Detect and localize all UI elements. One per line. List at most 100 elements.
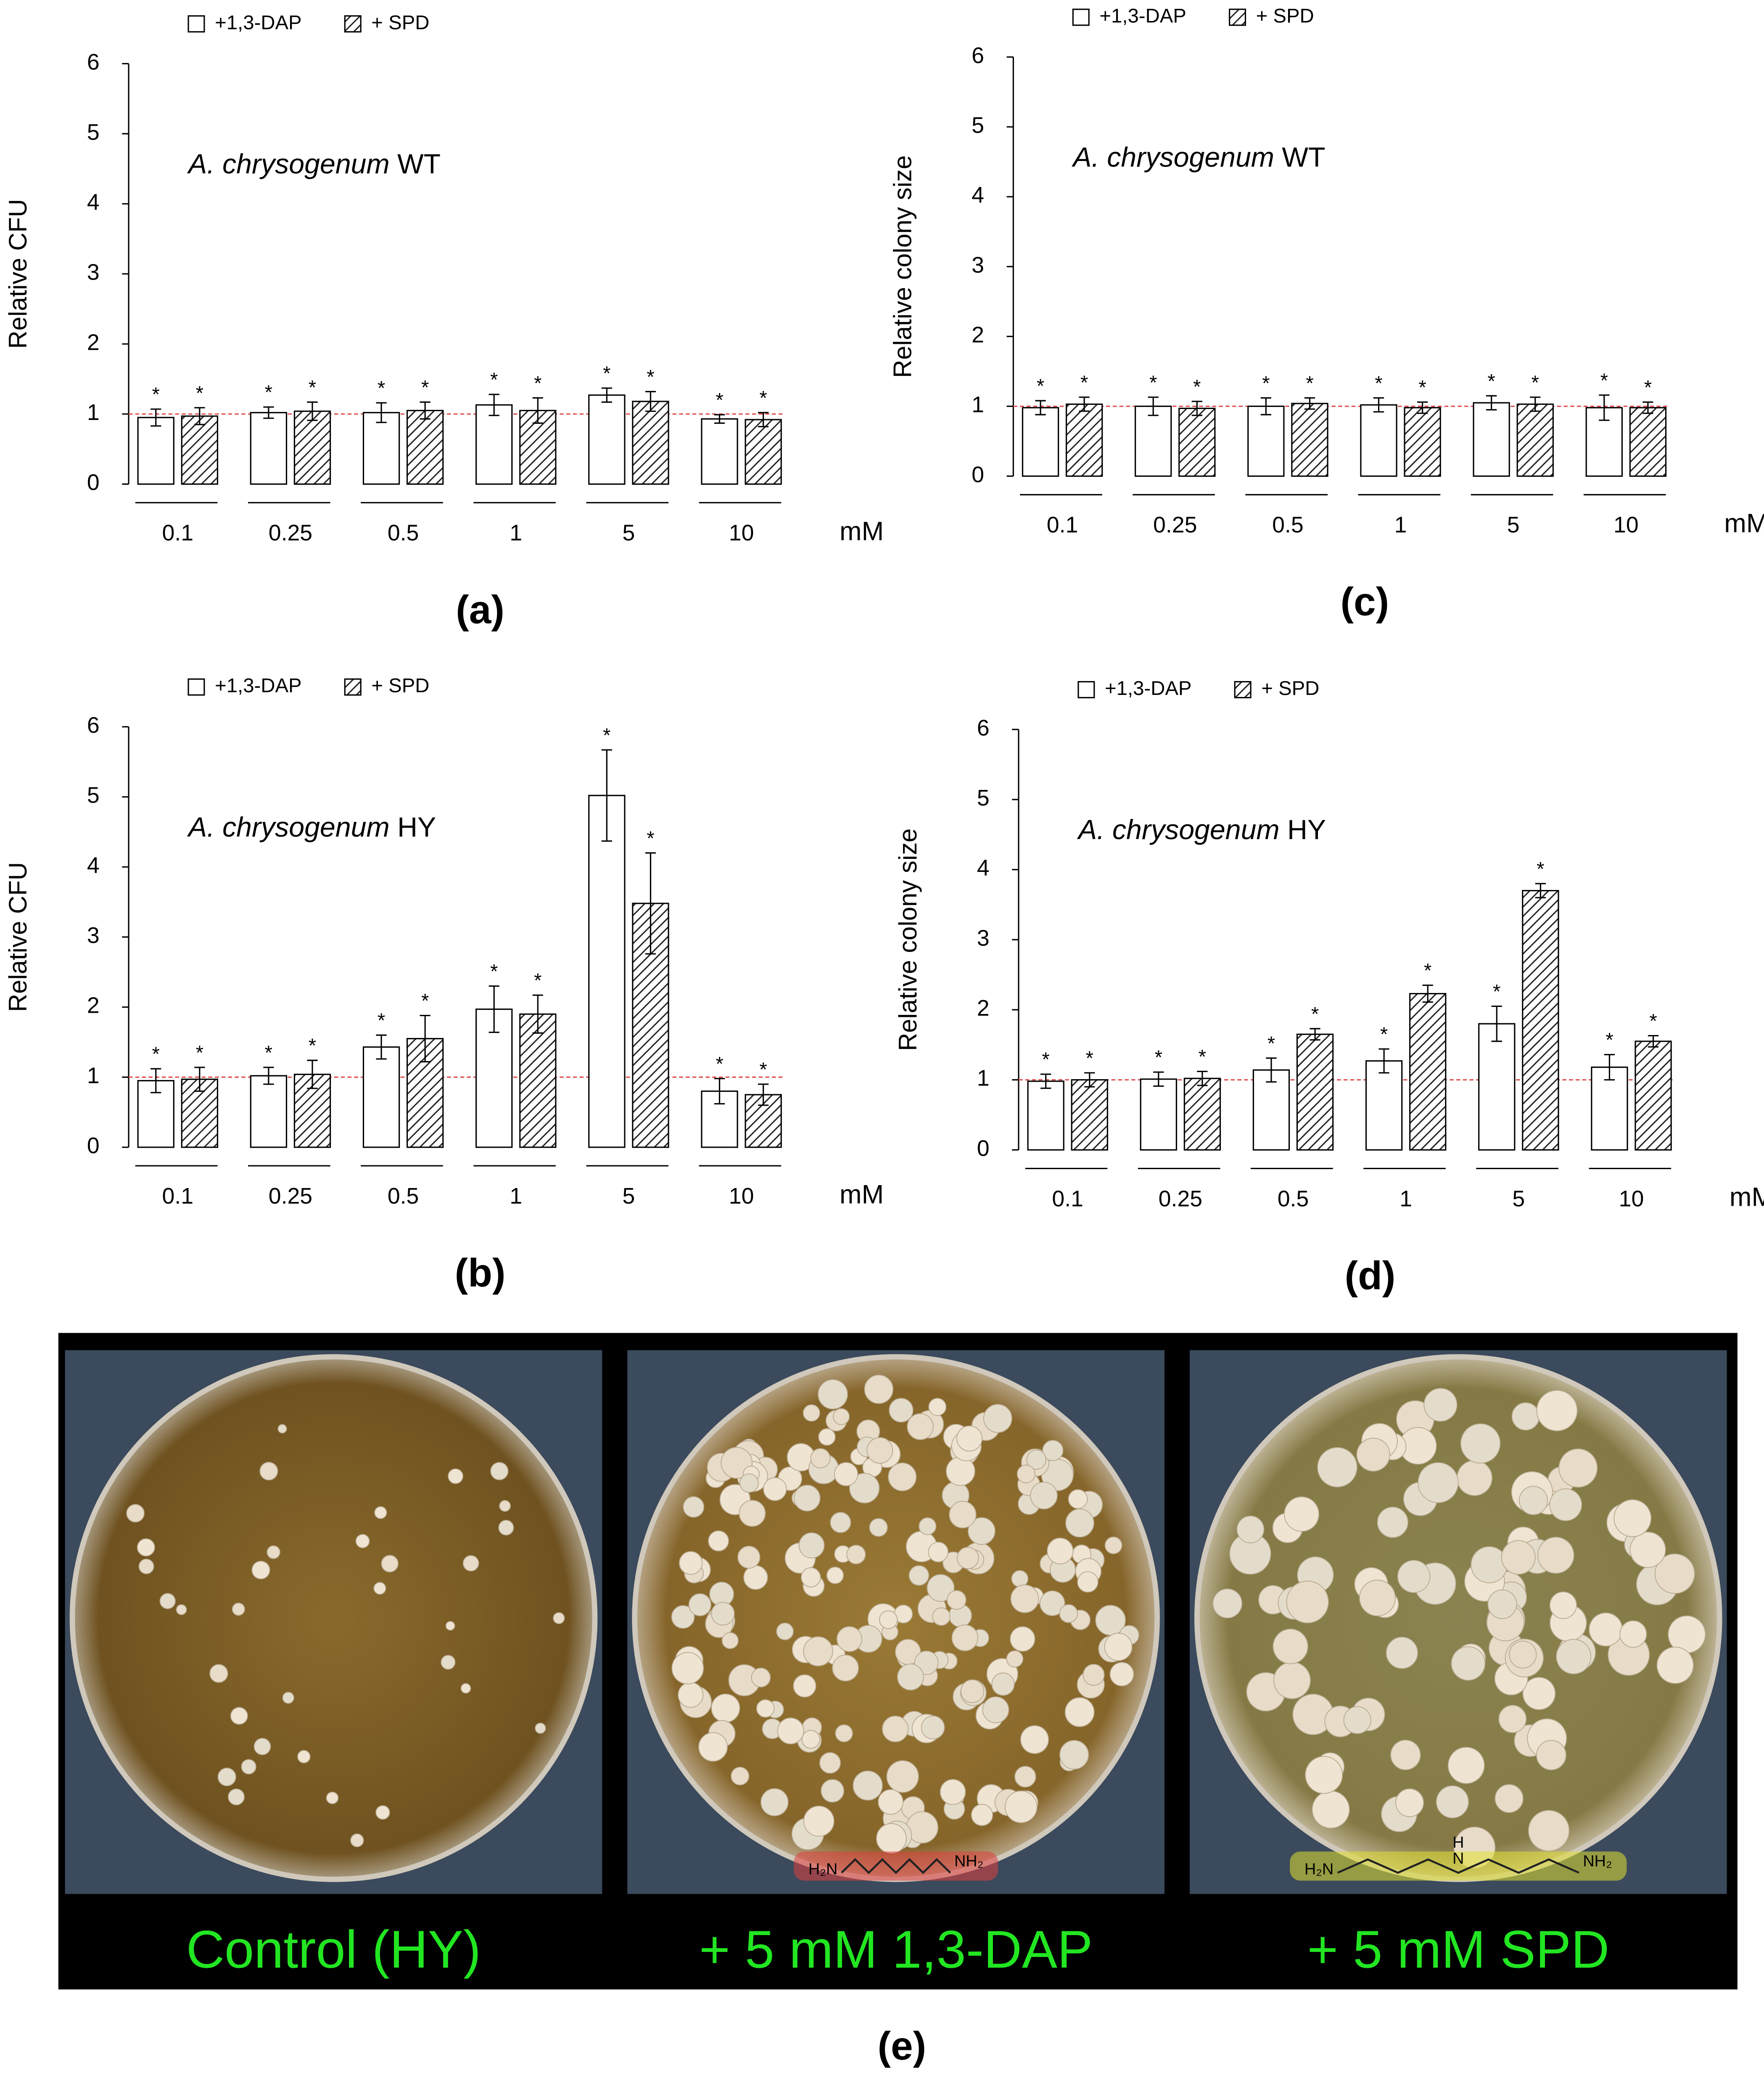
significance-marker: * [1537,858,1544,880]
colony [832,1654,859,1682]
colony [698,1732,728,1762]
species: A. chrysogenum [1071,142,1274,173]
significance-marker: * [196,382,203,404]
significance-marker: * [1155,1046,1162,1069]
significance-marker: * [1600,370,1608,392]
annotation: A. chrysogenum HY [187,811,436,842]
colony [864,1374,894,1404]
colony [1556,1639,1592,1674]
significance-marker: * [1380,1023,1388,1046]
y-axis-label: Relative colony size [894,828,922,1051]
x-tick-label: 5 [1512,1186,1525,1211]
legend-label: +1,3-DAP [215,675,301,697]
colony [991,1672,1015,1696]
bar [137,417,174,485]
colony [876,1823,907,1854]
colony [448,1468,463,1484]
colony [1377,1506,1408,1538]
significance-marker: * [265,381,272,404]
colony [897,1664,924,1690]
colony [983,1404,1012,1433]
colony [879,1610,898,1629]
bar [1404,407,1441,477]
colony [1039,1590,1065,1616]
colony [1284,1496,1320,1532]
colony [1456,1460,1493,1496]
x-unit: mM [1724,509,1764,538]
y-tick-label: 6 [87,50,100,75]
species: A. chrysogenum [1077,814,1280,845]
colony [499,1500,511,1512]
legend-label: + SPD [371,11,429,34]
significance-marker: * [1649,1010,1657,1033]
colony [1006,1650,1024,1668]
significance-marker: * [647,827,654,850]
colony [886,1760,919,1793]
significance-marker: * [378,377,385,399]
colony [946,1590,967,1610]
colony [711,1693,740,1723]
species: A. chrysogenum [187,148,390,180]
colony [1390,1740,1421,1770]
x-tick-label: 0.5 [388,520,419,546]
colony [1104,1632,1133,1661]
colony [761,1788,789,1817]
strain: WT [397,148,441,180]
colony [777,1717,804,1745]
colony [751,1667,771,1687]
y-tick-label: 1 [87,1063,100,1088]
significance-marker: * [1493,980,1500,1003]
significance-marker: * [1306,372,1313,394]
legend-label: +1,3-DAP [215,11,301,34]
colony [1286,1580,1329,1624]
bar [1522,890,1559,1151]
colony [1011,1570,1029,1587]
colony [1495,1784,1524,1813]
bar [1183,1077,1221,1151]
colony [1104,1536,1122,1554]
colony [1030,1481,1058,1510]
colony [853,1770,883,1801]
colony [1273,1628,1308,1664]
significance-marker: * [1375,372,1382,394]
x-tick-label: 5 [1507,512,1520,538]
y-tick-label: 0 [977,1136,990,1161]
colony [498,1520,514,1536]
y-tick-label: 3 [87,923,100,948]
legend-label: + SPD [1261,677,1319,700]
significance-marker: * [1424,959,1431,982]
y-tick-label: 3 [87,260,100,285]
colony [919,1517,937,1535]
colony [1356,1437,1390,1472]
colony [678,1682,704,1708]
colony [1343,1706,1371,1734]
colony [267,1545,280,1559]
strain: WT [1282,142,1325,173]
colony [956,1425,982,1452]
bar [1291,403,1328,477]
significance-marker: * [309,1035,316,1057]
legend-swatch [344,15,362,33]
x-tick-label: 0.1 [1047,512,1078,538]
y-tick-label: 6 [87,713,100,738]
bar [588,394,626,485]
colony [1395,1788,1424,1817]
panel-label: (a) [456,588,504,632]
strain: HY [397,811,436,842]
colony [373,1582,386,1595]
colony [776,1622,794,1640]
colony [1305,1756,1343,1794]
bar [181,415,219,485]
significance-marker: * [265,1042,272,1064]
colony [908,1565,930,1586]
colony [1447,1747,1485,1784]
colony [818,1379,848,1410]
colony [849,1473,880,1504]
colony [217,1767,236,1786]
colony [1471,1546,1508,1584]
y-tick-label: 0 [972,462,984,487]
y-tick-label: 4 [977,856,990,881]
colony [833,1408,850,1425]
colony [1017,1464,1035,1484]
y-tick-label: 2 [87,330,100,355]
